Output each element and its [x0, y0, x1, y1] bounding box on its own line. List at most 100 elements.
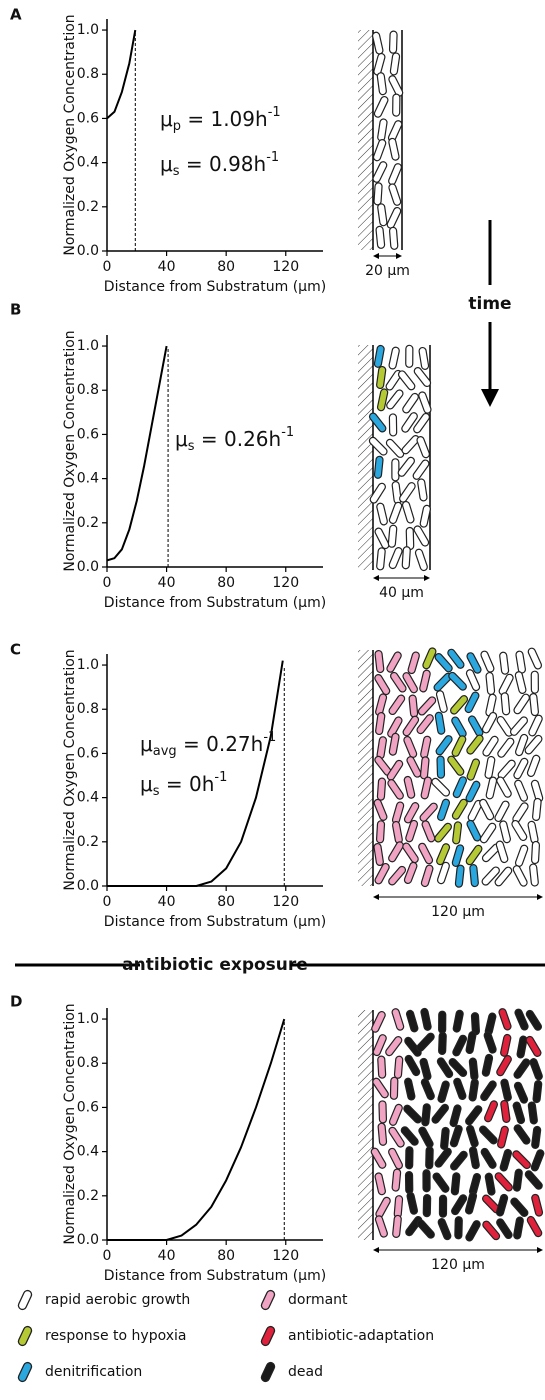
cell	[436, 798, 451, 822]
cell	[404, 1054, 421, 1077]
growth-rate: μs = 0h-1	[140, 770, 227, 799]
cell	[514, 733, 529, 757]
cell	[514, 779, 529, 802]
y-tick-label: 0.8	[77, 701, 99, 717]
x-tick-label: 40	[158, 894, 176, 910]
legend-label: dormant	[288, 1292, 348, 1308]
cell	[434, 653, 453, 673]
cell	[483, 1100, 499, 1123]
cell	[514, 844, 529, 867]
cell	[374, 649, 385, 674]
cell	[511, 819, 528, 842]
cell	[512, 1150, 531, 1170]
x-tick-label: 120	[272, 259, 299, 275]
cell	[391, 458, 400, 482]
cell	[376, 547, 386, 571]
cell	[451, 716, 467, 738]
y-tick-label: 0.0	[77, 559, 99, 575]
cell	[414, 548, 428, 572]
cell	[532, 1080, 543, 1104]
cell	[419, 669, 431, 693]
cell	[524, 1170, 543, 1190]
cell	[417, 478, 428, 502]
growth-rate-sup: -1	[281, 425, 294, 440]
cell	[437, 1080, 450, 1104]
cell	[448, 671, 467, 691]
cell	[402, 672, 418, 694]
cell	[377, 1122, 388, 1146]
cell	[419, 756, 430, 780]
cell	[434, 1147, 452, 1168]
cell	[406, 756, 422, 778]
cell	[466, 819, 482, 842]
cell	[401, 412, 418, 433]
cell	[388, 1126, 405, 1148]
cell	[527, 1101, 538, 1125]
cell	[526, 754, 541, 777]
cell	[529, 693, 540, 717]
y-tick-label: 1.0	[77, 1011, 99, 1027]
y-tick-label: 0.0	[77, 878, 99, 894]
cell	[452, 776, 468, 799]
cell	[454, 1216, 463, 1240]
cell	[413, 412, 431, 434]
cell	[374, 1215, 388, 1238]
cell	[403, 802, 420, 824]
cell	[418, 842, 434, 865]
cell	[413, 525, 430, 547]
cell	[416, 1219, 435, 1239]
cell	[499, 820, 511, 844]
cell	[512, 865, 528, 887]
cell	[393, 1195, 404, 1219]
cell	[372, 1034, 387, 1057]
cell	[405, 344, 414, 368]
cell	[388, 75, 404, 97]
cell	[436, 843, 451, 866]
cell	[465, 1105, 483, 1126]
oxygen-curve	[107, 660, 284, 887]
cell	[404, 1170, 414, 1195]
cell	[527, 647, 543, 670]
growth-rate-text: = 0.27h	[177, 732, 264, 756]
cell	[393, 1055, 404, 1079]
scale-label: 120 μm	[431, 1257, 485, 1273]
cell	[497, 737, 515, 758]
cell	[527, 820, 539, 844]
cell	[498, 1008, 512, 1031]
cell	[469, 864, 479, 888]
cell	[402, 842, 419, 864]
cell	[417, 696, 437, 716]
cell	[465, 1031, 477, 1055]
cell	[419, 802, 438, 822]
cell	[386, 206, 402, 229]
cell	[438, 1031, 447, 1055]
cell	[391, 1008, 405, 1031]
cell	[420, 776, 433, 800]
growth-rate-sub: s	[173, 164, 180, 179]
x-tick-label: 0	[103, 894, 112, 910]
cell	[436, 1057, 454, 1079]
cell	[392, 1214, 402, 1238]
cell	[389, 52, 401, 76]
cell	[374, 674, 391, 696]
cell	[388, 137, 400, 161]
y-tick-label: 0.4	[77, 471, 99, 487]
cell	[466, 758, 481, 781]
cell	[388, 732, 400, 756]
panel-label: D	[10, 993, 22, 1011]
cell	[406, 1191, 418, 1215]
cell	[484, 755, 496, 779]
cell	[388, 413, 398, 437]
cell	[468, 1146, 480, 1170]
cell	[528, 714, 543, 737]
cell	[391, 1168, 402, 1192]
cell	[407, 651, 420, 675]
cell	[418, 391, 432, 414]
cell	[378, 1100, 388, 1124]
legend-label: denitrification	[45, 1364, 142, 1380]
cell	[375, 1196, 391, 1219]
growth-rate-base: μ	[175, 427, 188, 451]
cell	[451, 1194, 468, 1216]
panel-label: B	[10, 301, 21, 319]
cell	[374, 862, 390, 885]
